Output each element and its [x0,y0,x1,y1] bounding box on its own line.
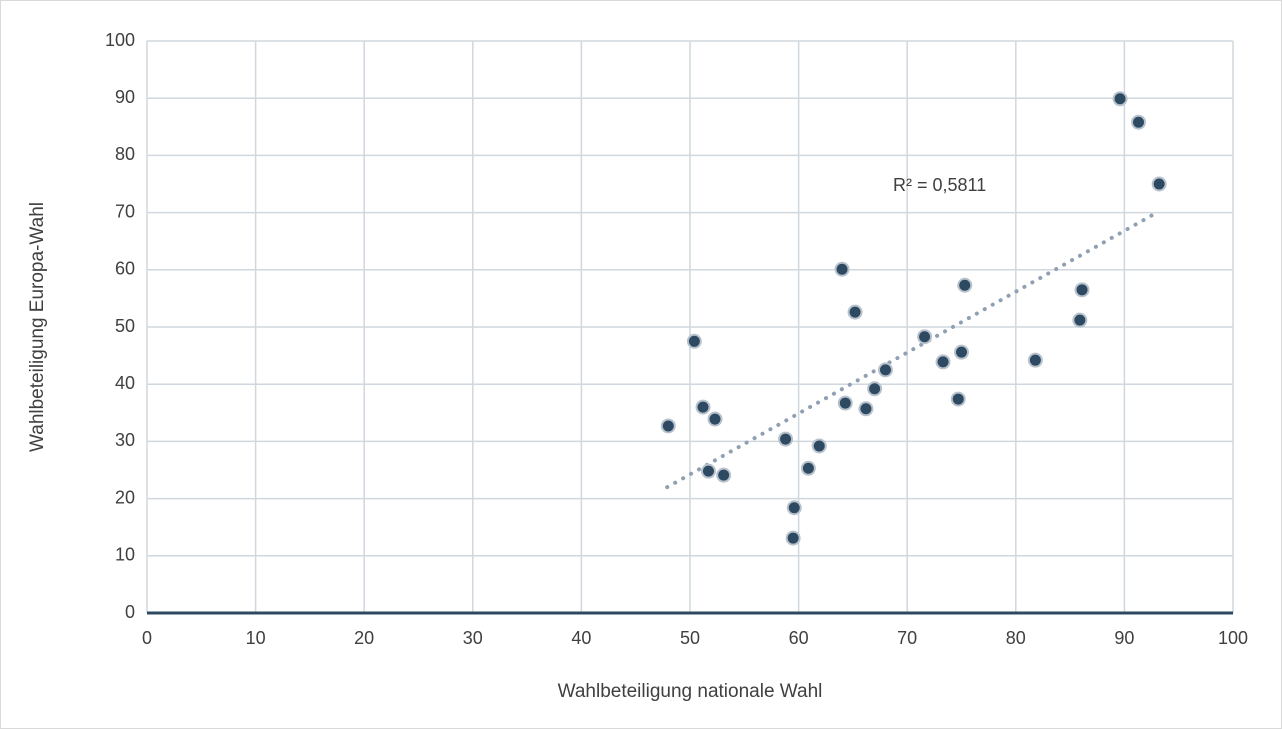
y-tick-label: 60 [115,259,135,279]
scatter-point [1074,282,1090,298]
scatter-point [935,354,951,370]
scatter-point [786,500,802,516]
scatter-point [700,463,716,479]
y-tick-label: 40 [115,373,135,393]
scatter-point [778,431,794,447]
scatter-point [785,530,801,546]
scatter-point [954,344,969,360]
x-tick-label: 100 [1218,628,1248,648]
scatter-point [837,395,853,411]
y-tick-label: 80 [115,144,135,164]
x-tick-label: 80 [1006,628,1026,648]
scatter-point [867,381,883,397]
scatter-point [800,460,816,476]
x-tick-label: 10 [246,628,266,648]
scatter-point [811,438,827,454]
scatter-point [660,418,676,434]
scatter-point [834,261,850,277]
scatter-point [917,329,933,345]
x-tick-label: 20 [354,628,374,648]
scatter-point [1072,312,1088,328]
y-tick-label: 10 [115,545,135,565]
scatter-point [1131,114,1147,130]
marks [660,91,1167,546]
x-tick-label: 70 [897,628,917,648]
trendline [665,211,1157,490]
y-tick-label: 20 [115,487,135,507]
x-tick-label: 60 [789,628,809,648]
y-tick-label: 90 [115,87,135,107]
y-axis-title: Wahlbeteiligung Europa-Wahl [27,202,48,452]
scatter-point [950,391,966,407]
y-tick-label: 100 [105,30,135,50]
x-tick-label: 40 [571,628,591,648]
scatter-point [1112,91,1128,107]
scatter-point [686,333,702,349]
r-squared-annotation: R² = 0,5811 [893,175,986,195]
scatter-point [1151,176,1167,192]
x-tick-label: 30 [463,628,483,648]
grid [146,40,1234,615]
scatter-point [707,411,723,427]
scatter-point [716,467,732,483]
y-tick-label: 50 [115,316,135,336]
scatter-point [877,362,893,378]
scatter-point [847,304,863,320]
scatter-point [957,277,973,293]
scatter-point [1027,352,1043,368]
x-tick-label: 50 [680,628,700,648]
x-tick-label: 0 [142,628,152,648]
y-tick-label: 30 [115,430,135,450]
y-tick-label: 0 [125,602,135,622]
x-tick-label: 90 [1114,628,1134,648]
x-axis-title: Wahlbeteiligung nationale Wahl [558,681,823,702]
scatter-point [858,401,874,417]
y-tick-label: 70 [115,201,135,221]
scatter-point [695,399,711,415]
